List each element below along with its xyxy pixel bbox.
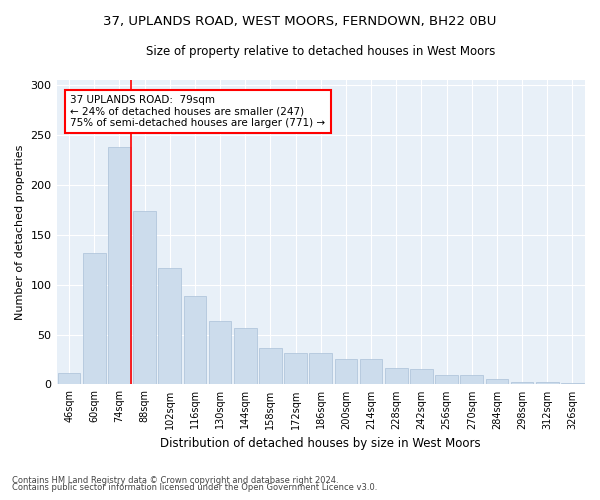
Bar [259, 348, 282, 384]
Bar [460, 376, 483, 384]
Bar [108, 147, 131, 384]
Bar [410, 370, 433, 384]
Bar [83, 252, 106, 384]
Bar [58, 374, 80, 384]
Text: Contains public sector information licensed under the Open Government Licence v3: Contains public sector information licen… [12, 484, 377, 492]
Text: 37 UPLANDS ROAD:  79sqm
← 24% of detached houses are smaller (247)
75% of semi-d: 37 UPLANDS ROAD: 79sqm ← 24% of detached… [70, 95, 326, 128]
Bar [310, 354, 332, 384]
Bar [435, 376, 458, 384]
Text: Contains HM Land Registry data © Crown copyright and database right 2024.: Contains HM Land Registry data © Crown c… [12, 476, 338, 485]
Bar [209, 320, 232, 384]
Bar [511, 382, 533, 384]
Bar [385, 368, 407, 384]
X-axis label: Distribution of detached houses by size in West Moors: Distribution of detached houses by size … [160, 437, 481, 450]
Bar [133, 211, 156, 384]
Bar [485, 380, 508, 384]
Bar [234, 328, 257, 384]
Text: 37, UPLANDS ROAD, WEST MOORS, FERNDOWN, BH22 0BU: 37, UPLANDS ROAD, WEST MOORS, FERNDOWN, … [103, 15, 497, 28]
Bar [184, 296, 206, 384]
Bar [335, 360, 357, 384]
Bar [360, 360, 382, 384]
Y-axis label: Number of detached properties: Number of detached properties [15, 144, 25, 320]
Bar [536, 382, 559, 384]
Bar [284, 354, 307, 384]
Bar [158, 268, 181, 384]
Title: Size of property relative to detached houses in West Moors: Size of property relative to detached ho… [146, 45, 496, 58]
